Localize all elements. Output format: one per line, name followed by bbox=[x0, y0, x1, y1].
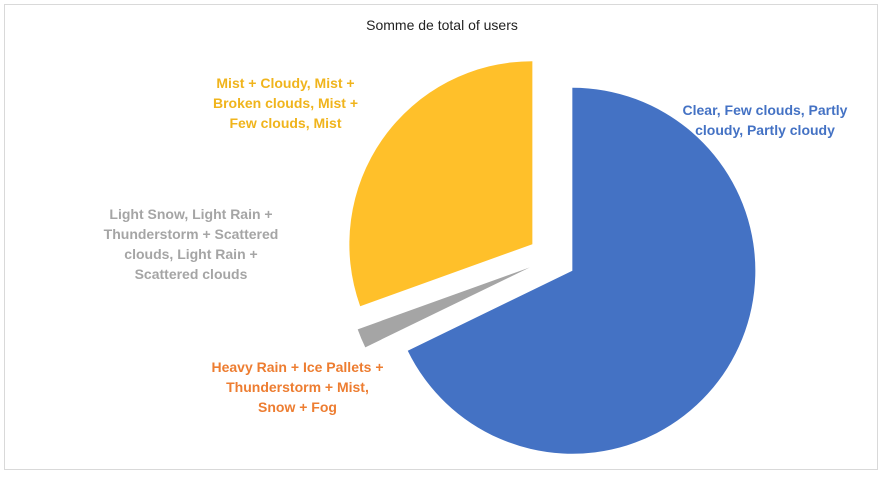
slice-label-mist: Mist + Cloudy, Mist + Broken clouds, Mis… bbox=[212, 75, 359, 131]
slice-label-light-snow: Light Snow, Light Rain + Thunderstorm + … bbox=[103, 206, 279, 282]
slice-label-clear: Clear, Few clouds, Partly cloudy, Partly… bbox=[682, 102, 848, 138]
chart-title: Somme de total of users bbox=[366, 17, 518, 33]
slice-label-heavy-rain: Heavy Rain + Ice Pallets + Thunderstorm … bbox=[211, 359, 384, 415]
slice-clear bbox=[407, 87, 756, 454]
slice-light-snow bbox=[357, 267, 530, 348]
slice-mist bbox=[349, 61, 533, 307]
